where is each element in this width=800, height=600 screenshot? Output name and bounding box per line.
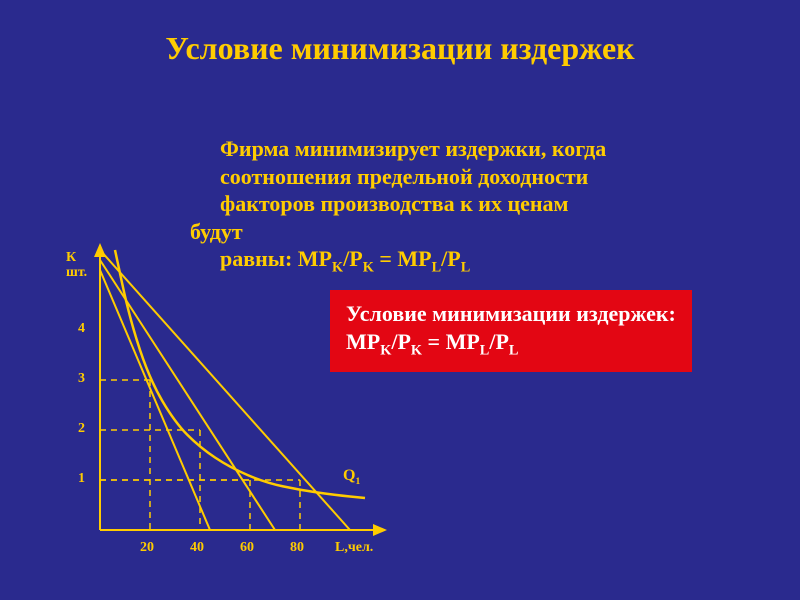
y-tick-label: 3	[78, 371, 85, 387]
x-tick-label: 60	[240, 540, 254, 556]
hl-pl: PL	[495, 329, 518, 354]
body-line-2: соотношения предельной доходности	[220, 163, 760, 191]
y-tick-label: 4	[78, 321, 85, 337]
hl-mpl: MPL	[446, 329, 490, 354]
body-line-1: Фирма минимизирует издержки, когда	[220, 135, 760, 163]
chart-area: Кшт. L,чел. Q1 1 2 3 4 20 40 60 80	[50, 240, 450, 570]
x-tick-label: 80	[290, 540, 304, 556]
y-axis-label: Кшт.	[66, 250, 96, 281]
slide-title: Условие минимизации издержек	[0, 30, 800, 67]
x-tick-label: 20	[140, 540, 154, 556]
chart-svg	[50, 240, 450, 570]
isoquant-label: Q1	[343, 467, 360, 487]
y-tick-label: 2	[78, 421, 85, 437]
x-tick-label: 40	[190, 540, 204, 556]
x-axis-label: L,чел.	[335, 540, 373, 556]
y-tick-label: 1	[78, 471, 85, 487]
formula-pl: PL	[447, 246, 470, 271]
body-line-3: факторов производства к их ценам	[220, 190, 760, 218]
